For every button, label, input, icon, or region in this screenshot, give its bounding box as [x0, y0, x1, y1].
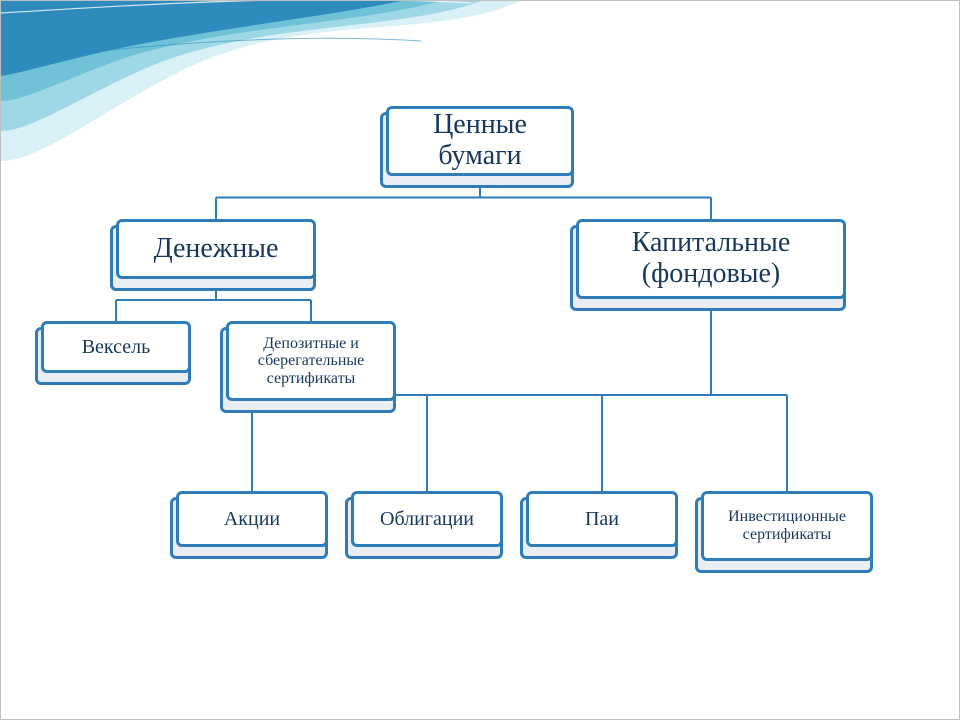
node-label: Вексель	[82, 336, 151, 358]
node-deposit-cert: Депозитные и сберегательные сертификаты	[226, 321, 396, 401]
node-veksel: Вексель	[41, 321, 191, 373]
node-label: Облигации	[380, 508, 474, 530]
node-shares: Паи	[526, 491, 678, 547]
node-bonds: Облигации	[351, 491, 503, 547]
slide: Ценные бумаги Денежные Капитальные (фонд…	[0, 0, 960, 720]
node-stocks: Акции	[176, 491, 328, 547]
node-label: Депозитные и сберегательные сертификаты	[232, 335, 390, 388]
node-label: Паи	[585, 508, 619, 530]
node-root: Ценные бумаги	[386, 106, 574, 176]
node-capital: Капитальные (фондовые)	[576, 219, 846, 299]
node-invest-cert: Инвестиционные сертификаты	[701, 491, 873, 561]
node-label: Инвестиционные сертификаты	[707, 508, 867, 543]
node-label: Ценные бумаги	[392, 110, 568, 172]
node-label: Капитальные (фондовые)	[582, 228, 840, 290]
node-label: Акции	[224, 508, 280, 530]
node-money: Денежные	[116, 219, 316, 279]
node-label: Денежные	[154, 234, 279, 265]
